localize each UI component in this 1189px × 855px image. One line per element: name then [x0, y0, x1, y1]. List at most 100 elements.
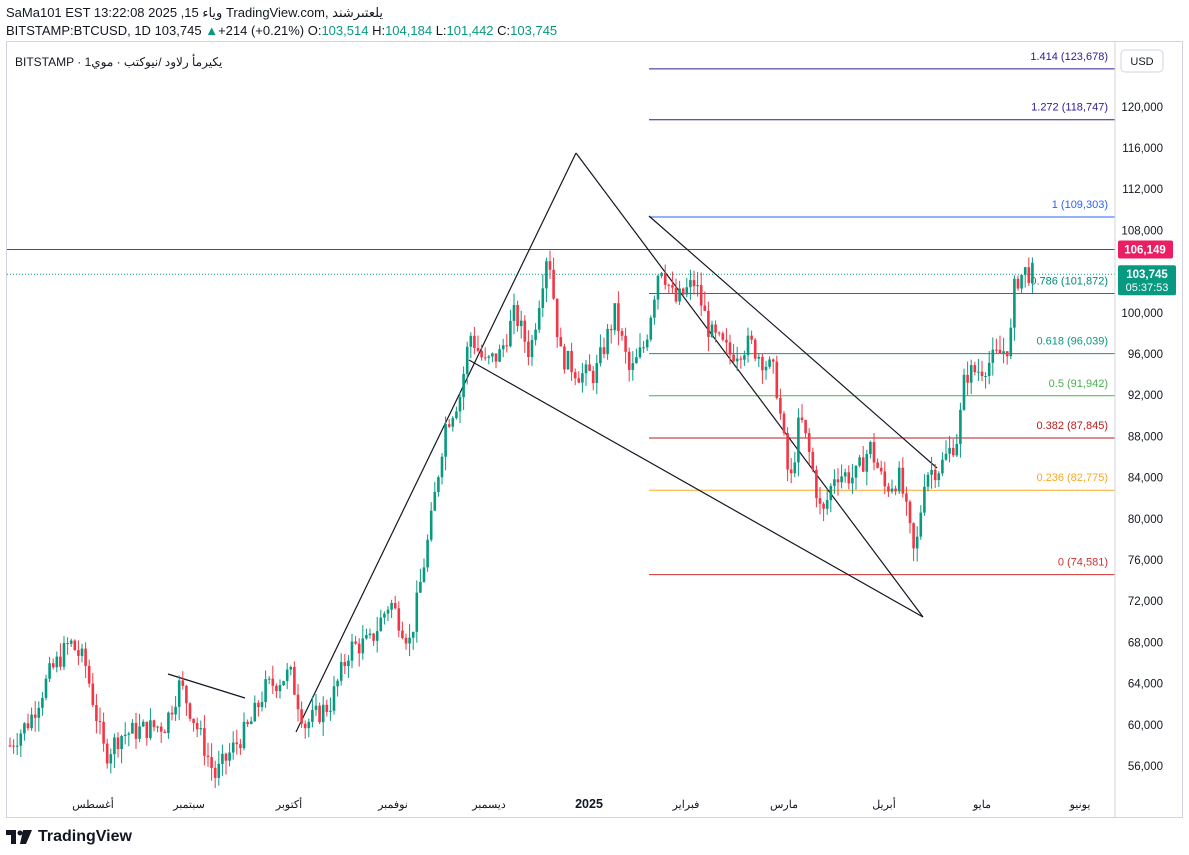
- candle-body: [707, 310, 710, 338]
- time-tick-label: مايو: [972, 799, 991, 811]
- candle-body: [293, 666, 296, 695]
- candle-body: [948, 447, 951, 454]
- candle-body: [102, 721, 105, 744]
- candle-body: [1002, 351, 1005, 354]
- candle-body: [235, 742, 239, 745]
- candle-body: [120, 736, 123, 750]
- open-label: O:: [307, 23, 322, 38]
- candle-body: [667, 284, 671, 286]
- candle-body: [12, 745, 15, 747]
- candle-body: [692, 280, 696, 287]
- trendline: [167, 673, 246, 699]
- candle-body: [350, 641, 354, 661]
- candle-body: [815, 469, 818, 499]
- candle-body: [239, 744, 242, 749]
- candle-body: [800, 417, 804, 421]
- price-tick-label: 64,000: [1128, 679, 1163, 691]
- candle-body: [854, 465, 858, 478]
- candle-body: [19, 733, 23, 746]
- symbol-description: BITSTAMP · يكيرمأ رلاود /نيوكتب · موي1: [15, 53, 222, 69]
- candle-body: [332, 686, 336, 711]
- candle-body: [267, 678, 271, 680]
- candle-body: [527, 341, 530, 358]
- candle-body: [357, 643, 361, 654]
- candle-body: [401, 630, 404, 638]
- candle-body: [588, 364, 591, 371]
- candle-body: [195, 723, 199, 730]
- candle-body: [933, 469, 937, 481]
- candle-body: [818, 498, 822, 504]
- candle-body: [411, 631, 415, 638]
- candle-body: [980, 371, 984, 377]
- candle-body: [746, 335, 750, 356]
- candle-body: [343, 662, 347, 667]
- candle-body: [1023, 267, 1027, 275]
- candle-body: [811, 451, 815, 470]
- candle-body: [149, 720, 152, 739]
- candle-body: [217, 763, 221, 778]
- close-value: 103,745: [510, 23, 558, 38]
- candle-body: [365, 635, 368, 639]
- candle-body: [314, 705, 318, 710]
- price-tick-label: 92,000: [1128, 390, 1163, 402]
- candle-body: [113, 737, 116, 755]
- candle-body: [836, 479, 840, 483]
- candle-body: [321, 704, 325, 723]
- candle-body: [678, 288, 681, 302]
- candle-body: [203, 728, 206, 756]
- candle-body: [987, 362, 991, 377]
- candle-body: [483, 357, 487, 359]
- candle-body: [627, 351, 631, 370]
- candle-body: [455, 411, 458, 419]
- fib-layer: 1.414 (123,678) 1.272 (118,747) 1 (109,303…: [7, 51, 1115, 576]
- candle-body: [829, 485, 833, 501]
- candle-body: [163, 731, 167, 734]
- candle-body: [224, 753, 228, 761]
- candle-body: [699, 285, 703, 306]
- candle-body: [552, 269, 555, 299]
- candle-body: [422, 567, 426, 582]
- low-label: L:: [435, 23, 447, 38]
- candle-body: [807, 433, 811, 452]
- candle-body: [1031, 262, 1034, 283]
- candle-body: [725, 339, 728, 343]
- price-tick-label: 88,000: [1128, 431, 1163, 443]
- candle-body: [408, 637, 411, 644]
- alert-price-label: 106,149: [1124, 244, 1166, 256]
- candle-body: [275, 685, 278, 692]
- tradingview-brand: TradingView: [38, 828, 132, 845]
- price-tick-label: 80,000: [1128, 514, 1163, 526]
- candle-body: [329, 710, 332, 712]
- candle-body: [368, 633, 372, 636]
- candle-body: [253, 702, 257, 722]
- candle-body: [966, 374, 969, 383]
- chart-pane[interactable]: [6, 41, 1183, 818]
- candle-body: [685, 287, 689, 295]
- candle-body: [995, 349, 998, 351]
- candle-body: [998, 349, 1002, 354]
- candle-body: [656, 275, 660, 300]
- candle-body: [804, 420, 807, 434]
- candle-body: [822, 503, 825, 509]
- candle-body: [973, 365, 977, 373]
- price-tick-label: 60,000: [1128, 720, 1163, 732]
- candle-body: [473, 335, 476, 349]
- candle-body: [519, 320, 523, 327]
- candle-body: [242, 721, 246, 749]
- candle-body: [249, 721, 253, 725]
- currency-button: [1120, 49, 1164, 73]
- fib-level-label: 0.382 (87,845): [1036, 420, 1108, 432]
- candle-body: [91, 683, 95, 706]
- ohlc-line: BITSTAMP:BTCUSD, 1D 103,745 ▲+214 (+0.21…: [6, 23, 557, 38]
- low-value: 101,442: [446, 23, 494, 38]
- candle-body: [80, 648, 84, 656]
- candle-body: [131, 722, 134, 734]
- price-tick-label: 112,000: [1122, 184, 1163, 196]
- candle-body: [192, 718, 195, 724]
- candle-body: [33, 714, 37, 718]
- candle-body: [62, 642, 66, 667]
- time-tick-label: فبراير: [672, 799, 700, 811]
- candle-body: [105, 743, 109, 764]
- candle-body: [429, 510, 433, 540]
